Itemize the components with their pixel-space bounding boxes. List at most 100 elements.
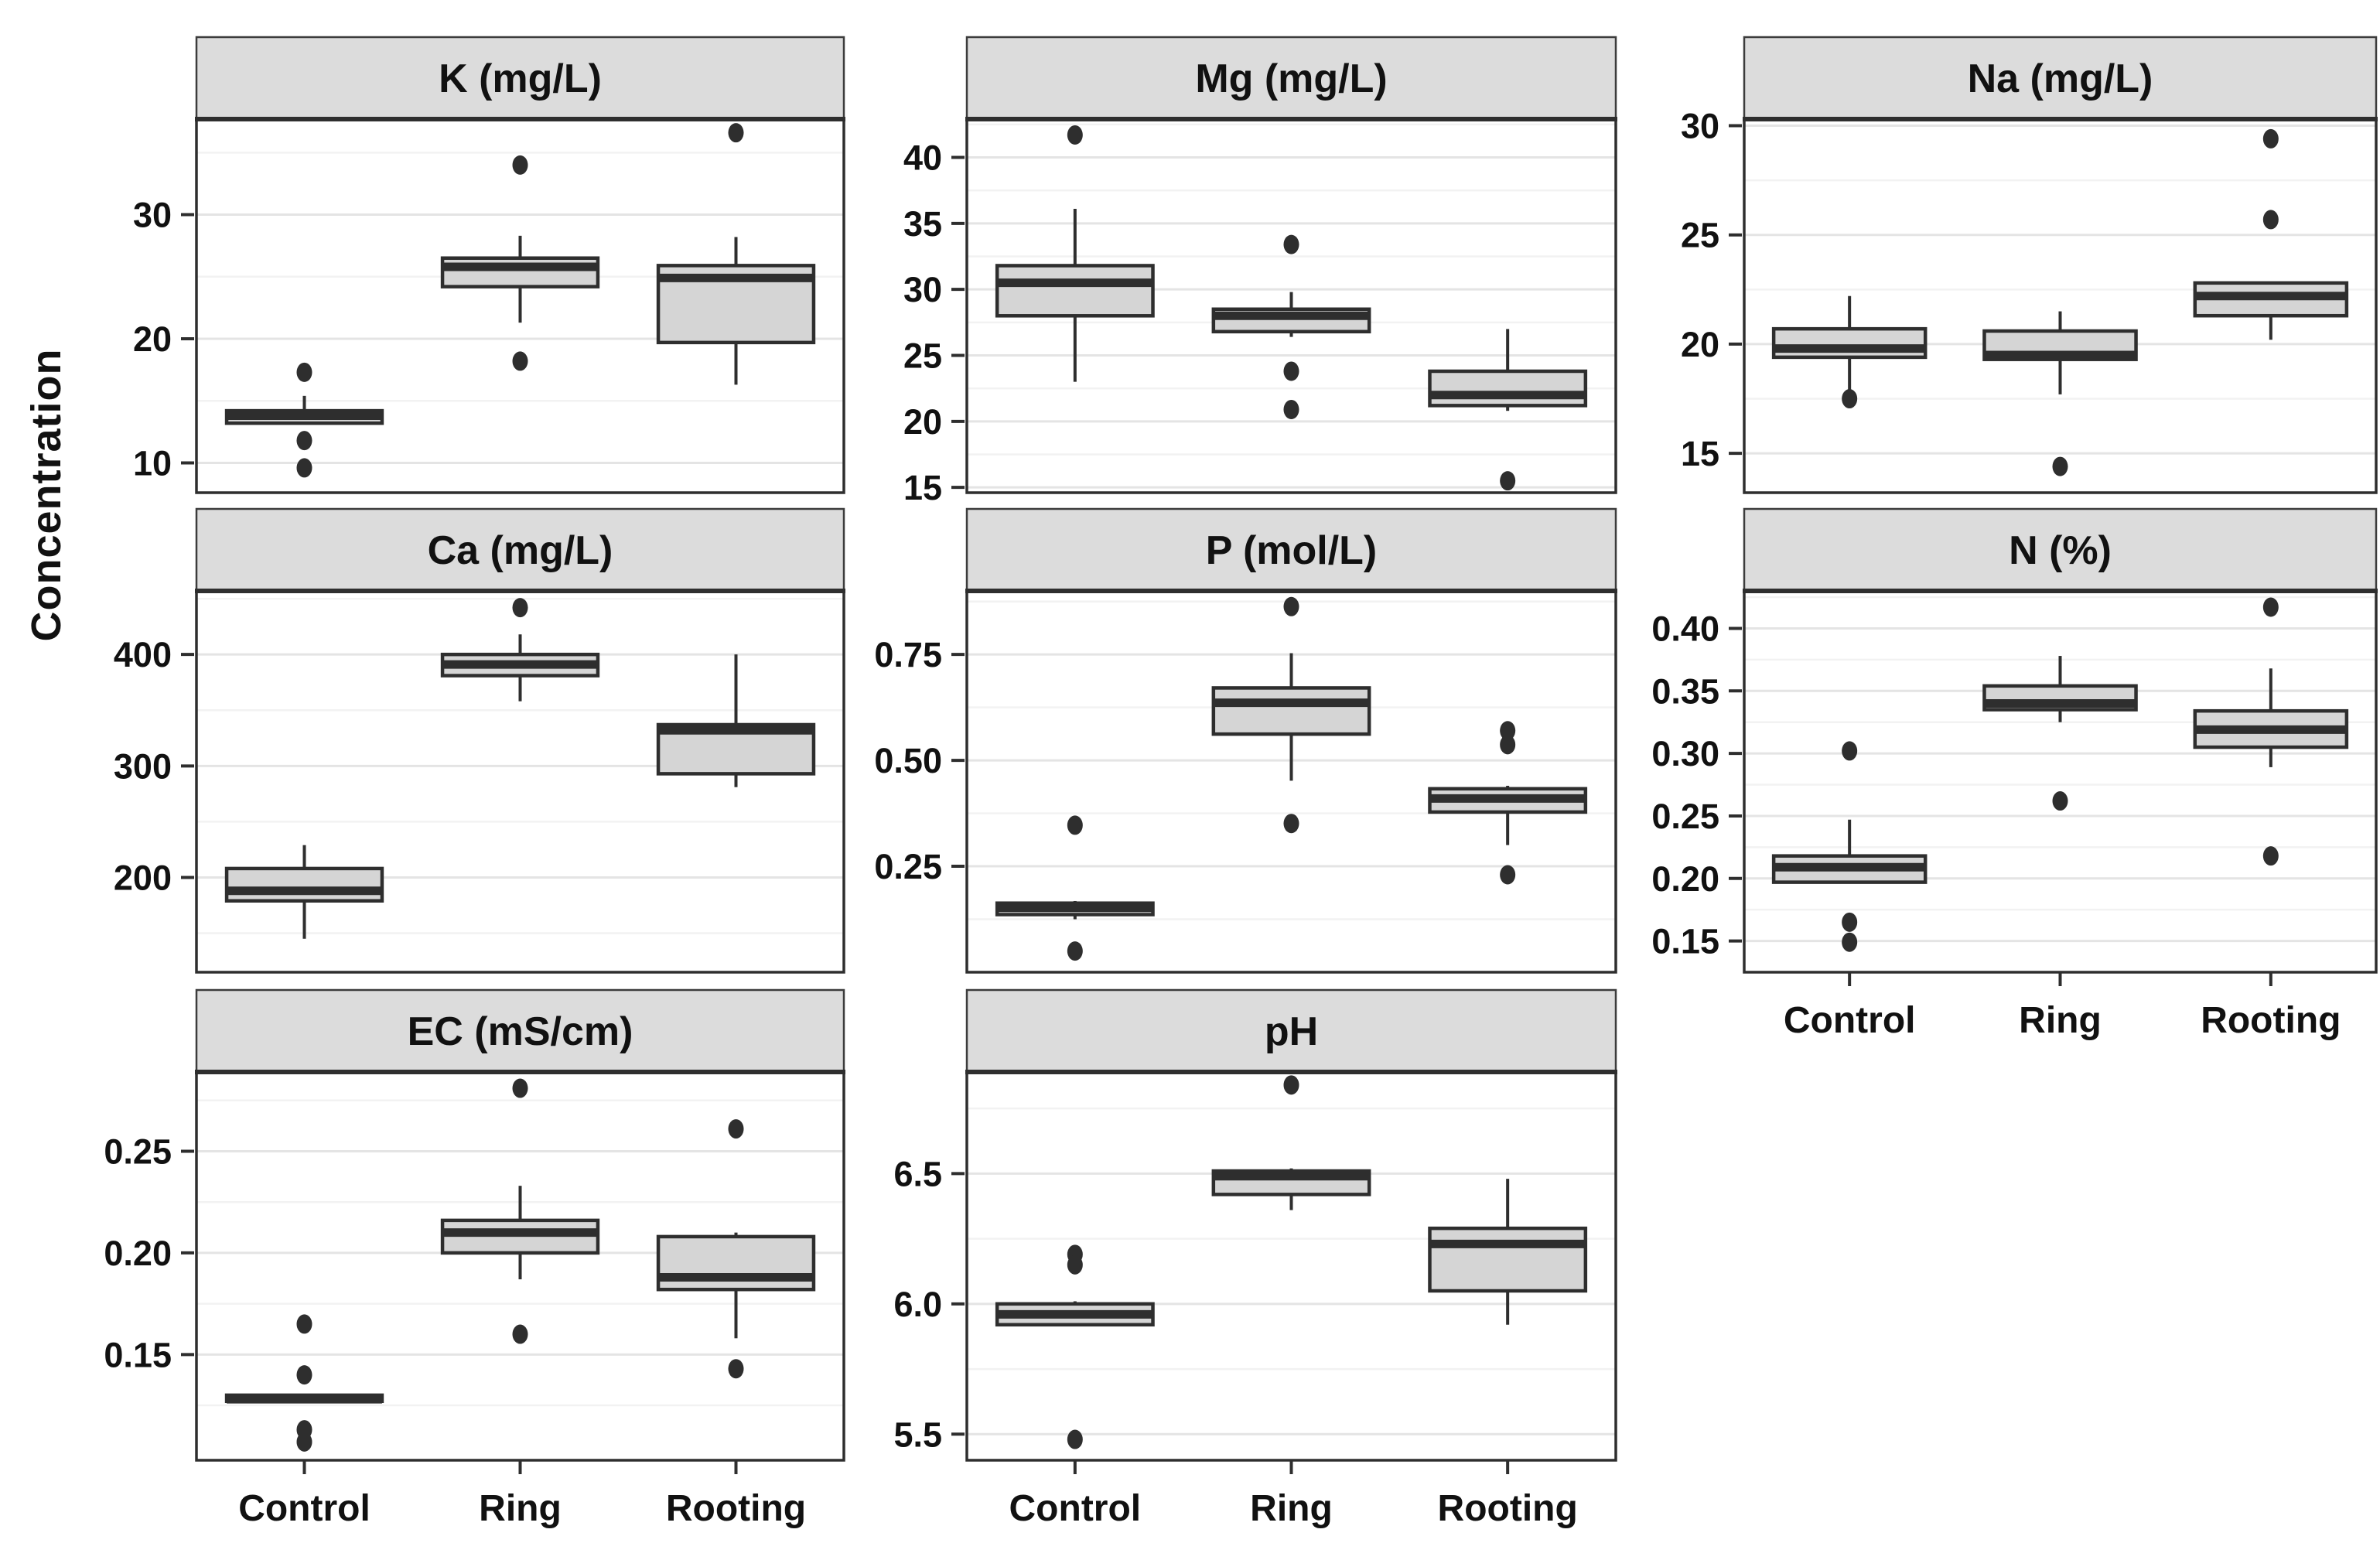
y-tick-label: 200 bbox=[114, 858, 172, 897]
y-tick-label: 6.5 bbox=[893, 1154, 942, 1193]
facet-title: K (mg/L) bbox=[439, 56, 602, 101]
facet-title: Mg (mg/L) bbox=[1195, 56, 1387, 101]
y-tick-label: 300 bbox=[114, 746, 172, 786]
outlier-point-control bbox=[1842, 389, 1858, 409]
outlier-point-rooting bbox=[2262, 846, 2279, 866]
facet-title: EC (mS/cm) bbox=[408, 1009, 633, 1054]
facet-strip bbox=[965, 36, 1617, 121]
facet-title: pH bbox=[1265, 1009, 1318, 1054]
y-tick-label: 20 bbox=[133, 319, 172, 359]
outlier-point-ring bbox=[1283, 1075, 1299, 1095]
y-tick-label: 35 bbox=[903, 204, 942, 244]
box-ring bbox=[1211, 686, 1371, 736]
facet-title: P (mol/L) bbox=[1206, 528, 1377, 573]
x-tick-label-control: Control bbox=[1009, 1488, 1142, 1529]
facet-strip bbox=[195, 988, 845, 1074]
box-ring bbox=[440, 256, 600, 288]
x-tick-label-rooting: Rooting bbox=[666, 1488, 806, 1529]
outlier-point-ring bbox=[512, 1324, 528, 1344]
facet-strip bbox=[195, 36, 845, 121]
facet-strip bbox=[965, 988, 1617, 1074]
facet-n: N (%) 0.15 0.20 0.25 0.30 0.35 0.40 Control Ring… bbox=[1651, 507, 2378, 1041]
y-tick-label: 0.75 bbox=[874, 635, 942, 674]
outlier-point-ring bbox=[512, 598, 528, 618]
outlier-point-rooting bbox=[1500, 471, 1516, 491]
y-tick-label: 0.40 bbox=[1651, 609, 1719, 648]
facet-title: N (%) bbox=[2009, 528, 2112, 573]
x-tick-label-ring: Ring bbox=[2019, 1000, 2102, 1041]
outlier-point-rooting bbox=[2262, 128, 2279, 148]
outlier-point-control bbox=[1067, 1255, 1083, 1275]
y-tick-label: 0.35 bbox=[1651, 671, 1719, 711]
outlier-point-ring bbox=[1283, 596, 1299, 616]
y-tick-label: 30 bbox=[903, 270, 942, 309]
y-tick-label: 0.50 bbox=[874, 741, 942, 780]
facet-ec: EC (mS/cm) 0.15 0.20 0.25 Control Ring Rooting bbox=[104, 988, 845, 1529]
outlier-point-ring bbox=[2052, 791, 2068, 811]
outlier-point-control bbox=[1842, 932, 1858, 952]
y-tick-label: 0.25 bbox=[104, 1132, 172, 1172]
y-tick-label: 25 bbox=[903, 336, 942, 376]
outlier-point-ring bbox=[512, 1078, 528, 1098]
y-tick-label: 0.20 bbox=[1651, 859, 1719, 899]
outlier-point-rooting bbox=[2262, 597, 2279, 617]
facet-ca: Ca (mg/L) 200 300 400 bbox=[114, 507, 845, 974]
y-tick-label: 0.25 bbox=[1651, 797, 1719, 836]
outlier-point-control bbox=[1067, 941, 1083, 961]
facet-strip bbox=[965, 507, 1617, 592]
y-tick-label: 30 bbox=[133, 196, 172, 235]
x-tick-label-ring: Ring bbox=[479, 1488, 562, 1529]
facet-mg: Mg (mg/L) 15 20 25 30 35 40 bbox=[903, 36, 1617, 507]
y-tick-label: 20 bbox=[903, 402, 942, 442]
outlier-point-control bbox=[296, 1432, 312, 1452]
outlier-point-ring bbox=[1283, 399, 1299, 419]
facet-strip bbox=[1743, 36, 2378, 121]
y-tick-label: 0.25 bbox=[874, 847, 942, 886]
facet-na: Na (mg/L) 15 20 25 30 bbox=[1681, 36, 2378, 494]
facet-title: Na (mg/L) bbox=[1968, 56, 2153, 101]
outlier-point-ring bbox=[1283, 361, 1299, 381]
box-rooting bbox=[656, 1234, 816, 1292]
box-rooting bbox=[1428, 369, 1588, 408]
outlier-point-rooting bbox=[2262, 210, 2279, 230]
outlier-point-rooting bbox=[728, 1119, 744, 1139]
y-tick-label: 40 bbox=[903, 138, 942, 177]
outlier-point-control bbox=[1067, 815, 1083, 835]
y-tick-label: 30 bbox=[1681, 106, 1719, 145]
outlier-point-ring bbox=[512, 155, 528, 175]
outlier-point-rooting bbox=[728, 1359, 744, 1379]
outlier-point-rooting bbox=[1500, 721, 1516, 741]
outlier-point-control bbox=[296, 431, 312, 451]
outlier-point-control bbox=[1842, 912, 1858, 932]
box-rooting bbox=[1428, 1226, 1588, 1293]
outlier-point-control bbox=[1067, 1429, 1083, 1449]
outlier-point-ring bbox=[1283, 814, 1299, 834]
outlier-point-ring bbox=[512, 351, 528, 371]
y-tick-label: 400 bbox=[114, 635, 172, 674]
y-tick-label: 20 bbox=[1681, 325, 1719, 364]
facet-strip bbox=[195, 507, 845, 592]
box-control bbox=[995, 264, 1155, 318]
x-tick-label-ring: Ring bbox=[1250, 1488, 1333, 1529]
x-tick-label-rooting: Rooting bbox=[1438, 1488, 1578, 1529]
box-control bbox=[224, 866, 384, 903]
y-tick-label: 15 bbox=[1681, 434, 1719, 473]
y-tick-label: 15 bbox=[903, 468, 942, 507]
panel-background bbox=[1744, 591, 2376, 972]
y-tick-label: 5.5 bbox=[893, 1415, 942, 1454]
x-tick-label-control: Control bbox=[238, 1488, 370, 1529]
outlier-point-rooting bbox=[1500, 865, 1516, 885]
y-tick-label: 0.15 bbox=[1651, 922, 1719, 961]
outlier-point-control bbox=[1067, 125, 1083, 145]
x-tick-label-rooting: Rooting bbox=[2201, 1000, 2341, 1041]
outlier-point-control bbox=[1842, 741, 1858, 761]
facet-k: K (mg/L) 10 20 30 bbox=[133, 36, 845, 494]
y-tick-label: 0.30 bbox=[1651, 734, 1719, 773]
y-tick-label: 6.0 bbox=[893, 1285, 942, 1324]
y-tick-label: 0.20 bbox=[104, 1234, 172, 1273]
outlier-point-control bbox=[296, 362, 312, 382]
facet-title: Ca (mg/L) bbox=[428, 528, 613, 573]
y-tick-label: 0.15 bbox=[104, 1335, 172, 1374]
